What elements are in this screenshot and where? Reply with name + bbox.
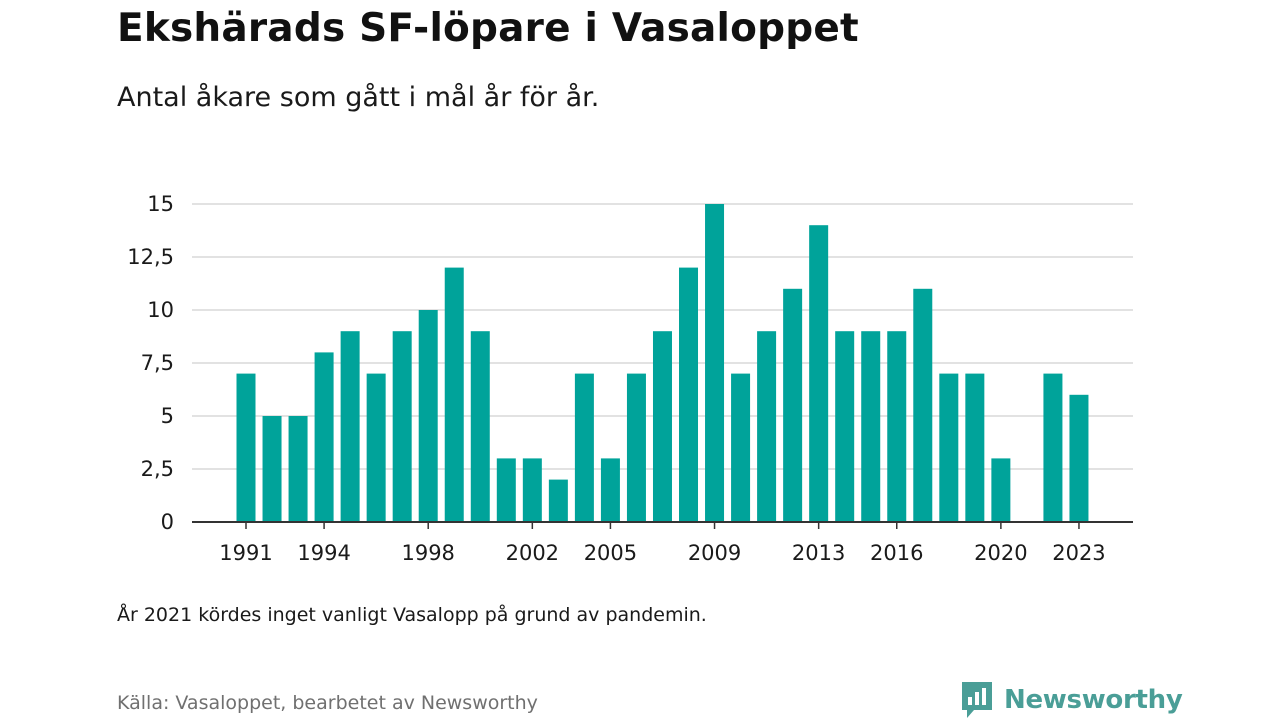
newsworthy-logo-text: Newsworthy	[1004, 685, 1183, 715]
x-axis-ticks: 1991 1994 1998 2002 2005 2009 2013 2016 2020 2023	[219, 522, 1106, 565]
bar-2003	[548, 479, 568, 522]
bar-2008	[679, 267, 699, 522]
x-tick-label: 1998	[401, 541, 454, 565]
bar-2023	[1069, 394, 1089, 522]
bar-2018	[939, 373, 959, 522]
bar-1992	[262, 416, 282, 522]
x-tick-label: 2020	[974, 541, 1027, 565]
bar-2014	[835, 331, 855, 522]
y-tick-label: 0	[161, 510, 174, 534]
bar-2004	[574, 373, 594, 522]
newsworthy-logo-icon	[962, 682, 992, 718]
bar-2019	[965, 373, 985, 522]
bar-2010	[731, 373, 751, 522]
bar-2001	[496, 458, 516, 522]
bar-2016	[887, 331, 907, 522]
bar-2007	[652, 331, 672, 522]
bar-2006	[626, 373, 646, 522]
bar-2015	[861, 331, 881, 522]
bar-1996	[366, 373, 386, 522]
bars	[236, 204, 1089, 522]
bar-2013	[809, 225, 829, 522]
bar-1999	[444, 267, 464, 522]
x-tick-label: 1991	[219, 541, 272, 565]
bar-1995	[340, 331, 360, 522]
y-tick-label: 15	[147, 192, 174, 216]
x-tick-label: 2009	[688, 541, 741, 565]
x-tick-label: 2016	[870, 541, 923, 565]
bar-2009	[705, 204, 725, 522]
newsworthy-logo: Newsworthy	[960, 680, 1183, 720]
y-tick-label: 10	[147, 298, 174, 322]
bar-1991	[236, 373, 256, 522]
y-axis-ticks: 0 2,5 5 7,5 10 12,5 15	[127, 192, 174, 534]
y-tick-label: 12,5	[127, 245, 174, 269]
y-tick-label: 7,5	[141, 351, 174, 375]
bar-2000	[470, 331, 490, 522]
x-tick-label: 2013	[792, 541, 845, 565]
bar-1997	[392, 331, 412, 522]
bar-2022	[1043, 373, 1063, 522]
y-tick-label: 5	[161, 404, 174, 428]
source-text: Källa: Vasaloppet, bearbetet av Newswort…	[117, 692, 538, 714]
x-tick-label: 2005	[584, 541, 637, 565]
bar-chart: 0 2,5 5 7,5 10 12,5 15 1991 1994 1998 2002 2005 200…	[127, 192, 1133, 565]
bar-2002	[522, 458, 542, 522]
bar-1998	[418, 310, 438, 522]
x-tick-label: 1994	[297, 541, 350, 565]
x-tick-label: 2023	[1052, 541, 1105, 565]
bar-2017	[913, 288, 933, 522]
chart-note: År 2021 kördes inget vanligt Vasalopp på…	[117, 604, 707, 626]
bar-2012	[783, 288, 803, 522]
y-tick-label: 2,5	[141, 457, 174, 481]
bar-1994	[314, 352, 334, 522]
x-tick-label: 2002	[506, 541, 559, 565]
bar-2011	[757, 331, 777, 522]
bar-1993	[288, 416, 308, 522]
bar-2020	[991, 458, 1011, 522]
chart-title: Ekshärads SF-löpare i Vasaloppet	[117, 6, 859, 51]
chart-subtitle: Antal åkare som gått i mål år för år.	[117, 82, 600, 113]
bar-2005	[600, 458, 620, 522]
